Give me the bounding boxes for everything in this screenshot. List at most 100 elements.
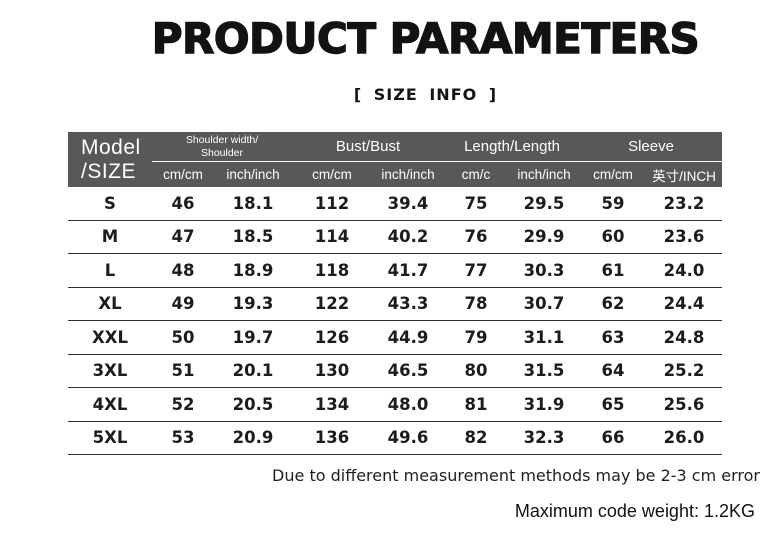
- unit-header: cm/cm: [292, 161, 373, 187]
- unit-header: 英寸/INCH: [646, 161, 723, 187]
- value-cell: 52: [152, 387, 214, 422]
- max-weight-note: Maximum code weight: 1.2KG: [514, 501, 755, 521]
- group-header-bust: Bust/Bust: [292, 132, 445, 162]
- value-cell: 44.9: [372, 320, 445, 355]
- value-cell: 48: [152, 253, 214, 288]
- unit-header: inch/inch: [214, 161, 293, 187]
- value-cell: 18.9: [214, 253, 293, 288]
- unit-header: cm/cm: [580, 161, 647, 187]
- value-cell: 80: [444, 354, 509, 388]
- value-cell: 40.2: [372, 220, 445, 254]
- size-cell: XXL: [68, 320, 152, 355]
- table-row-xxl: XXL 50 19.7 126 44.9 79 31.1 63 24.8: [68, 320, 723, 355]
- group-header-row: Model /SIZE Shoulder width/ Shoulder Bus…: [68, 132, 723, 187]
- size-table-body: S 46 18.1 112 39.4 75 29.5 59 23.2 M 47 …: [68, 187, 723, 455]
- group-header-sleeve: Sleeve: [580, 132, 723, 162]
- value-cell: 60: [580, 220, 647, 254]
- size-table: Model /SIZE Shoulder width/ Shoulder Bus…: [68, 132, 723, 455]
- value-cell: 49: [152, 287, 214, 321]
- size-cell: 3XL: [68, 354, 152, 388]
- value-cell: 29.5: [508, 187, 581, 221]
- value-cell: 30.3: [508, 253, 581, 288]
- size-table-header: Model /SIZE Shoulder width/ Shoulder Bus…: [68, 132, 723, 187]
- value-cell: 47: [152, 220, 214, 254]
- value-cell: 59: [580, 187, 647, 221]
- value-cell: 19.7: [214, 320, 293, 355]
- value-cell: 49.6: [372, 421, 445, 455]
- value-cell: 24.0: [646, 253, 723, 288]
- value-cell: 78: [444, 287, 509, 321]
- unit-header-row: cm/cm inch/inch cm/cm inch/inch cm/c inc…: [68, 161, 723, 187]
- value-cell: 24.4: [646, 287, 723, 321]
- value-cell: 20.5: [214, 387, 293, 422]
- value-cell: 32.3: [508, 421, 581, 455]
- table-row-4xl: 4XL 52 20.5 134 48.0 81 31.9 65 25.6: [68, 387, 723, 422]
- value-cell: 63: [580, 320, 647, 355]
- value-cell: 134: [292, 387, 373, 422]
- value-cell: 31.5: [508, 354, 581, 388]
- value-cell: 25.6: [646, 387, 723, 422]
- value-cell: 64: [580, 354, 647, 388]
- size-cell: 4XL: [68, 387, 152, 422]
- table-row-3xl: 3XL 51 20.1 130 46.5 80 31.5 64 25.2: [68, 354, 723, 388]
- value-cell: 136: [292, 421, 373, 455]
- value-cell: 18.5: [214, 220, 293, 254]
- size-cell: 5XL: [68, 421, 152, 455]
- value-cell: 23.6: [646, 220, 723, 254]
- unit-header: inch/inch: [372, 161, 445, 187]
- value-cell: 23.2: [646, 187, 723, 221]
- value-cell: 46.5: [372, 354, 445, 388]
- table-row-l: L 48 18.9 118 41.7 77 30.3 61 24.0: [68, 253, 723, 288]
- value-cell: 112: [292, 187, 373, 221]
- value-cell: 66: [580, 421, 647, 455]
- value-cell: 61: [580, 253, 647, 288]
- size-cell: L: [68, 253, 152, 288]
- corner-header-model-size: Model /SIZE: [68, 132, 152, 187]
- value-cell: 75: [444, 187, 509, 221]
- value-cell: 43.3: [372, 287, 445, 321]
- value-cell: 118: [292, 253, 373, 288]
- value-cell: 62: [580, 287, 647, 321]
- value-cell: 82: [444, 421, 509, 455]
- value-cell: 130: [292, 354, 373, 388]
- table-row-m: M 47 18.5 114 40.2 76 29.9 60 23.6: [68, 220, 723, 254]
- value-cell: 20.1: [214, 354, 293, 388]
- size-cell: M: [68, 220, 152, 254]
- table-row-5xl: 5XL 53 20.9 136 49.6 82 32.3 66 26.0: [68, 421, 723, 455]
- value-cell: 24.8: [646, 320, 723, 355]
- value-cell: 26.0: [646, 421, 723, 455]
- value-cell: 126: [292, 320, 373, 355]
- value-cell: 25.2: [646, 354, 723, 388]
- value-cell: 79: [444, 320, 509, 355]
- value-cell: 20.9: [214, 421, 293, 455]
- size-info-subtitle: [ SIZE INFO ]: [353, 85, 498, 104]
- value-cell: 122: [292, 287, 373, 321]
- measurement-error-note: Due to different measurement methods may…: [272, 466, 760, 485]
- value-cell: 30.7: [508, 287, 581, 321]
- page-title: PRODUCT PARAMETERS: [151, 13, 700, 63]
- size-cell: XL: [68, 287, 152, 321]
- value-cell: 19.3: [214, 287, 293, 321]
- value-cell: 81: [444, 387, 509, 422]
- value-cell: 50: [152, 320, 214, 355]
- value-cell: 41.7: [372, 253, 445, 288]
- value-cell: 18.1: [214, 187, 293, 221]
- group-header-shoulder: Shoulder width/ Shoulder: [152, 132, 293, 162]
- unit-header: cm/c: [444, 161, 509, 187]
- value-cell: 77: [444, 253, 509, 288]
- value-cell: 51: [152, 354, 214, 388]
- value-cell: 31.1: [508, 320, 581, 355]
- value-cell: 31.9: [508, 387, 581, 422]
- unit-header: cm/cm: [152, 161, 214, 187]
- group-header-length: Length/Length: [444, 132, 581, 162]
- value-cell: 39.4: [372, 187, 445, 221]
- value-cell: 114: [292, 220, 373, 254]
- table-row-xl: XL 49 19.3 122 43.3 78 30.7 62 24.4: [68, 287, 723, 321]
- value-cell: 76: [444, 220, 509, 254]
- value-cell: 29.9: [508, 220, 581, 254]
- value-cell: 53: [152, 421, 214, 455]
- value-cell: 65: [580, 387, 647, 422]
- table-row-s: S 46 18.1 112 39.4 75 29.5 59 23.2: [68, 187, 723, 221]
- size-cell: S: [68, 187, 152, 221]
